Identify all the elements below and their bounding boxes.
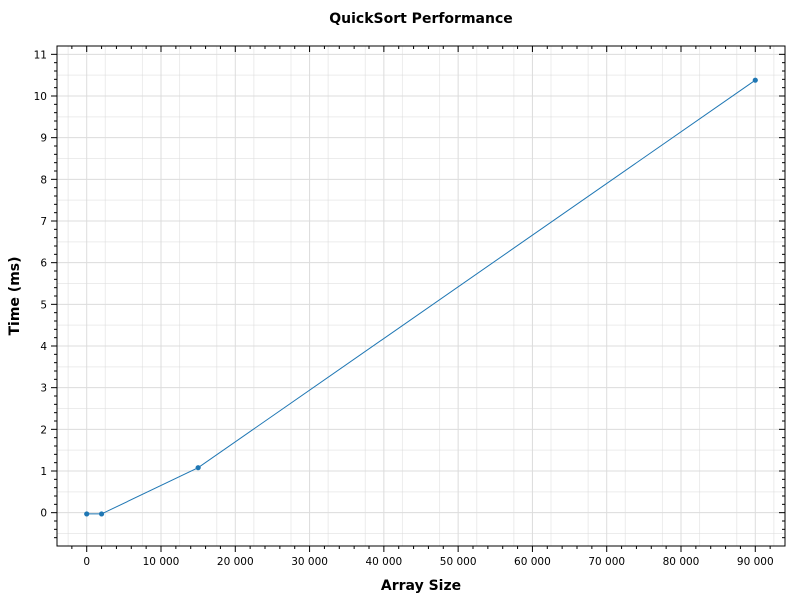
data-point [752,77,758,83]
y-tick-label: 9 [40,133,47,145]
x-tick-label: 60 000 [514,556,551,568]
y-tick-label: 3 [40,383,47,395]
x-tick-label: 80 000 [663,556,700,568]
x-tick-label: 90 000 [737,556,774,568]
x-tick-label: 30 000 [291,556,328,568]
y-tick-label: 4 [40,341,47,353]
y-tick-label: 7 [40,216,47,228]
x-tick-label: 50 000 [440,556,477,568]
data-point [84,511,90,517]
y-tick-label: 6 [40,258,47,270]
x-tick-label: 10 000 [143,556,180,568]
x-tick-label: 20 000 [217,556,254,568]
y-tick-label: 0 [40,508,47,520]
series [84,77,758,517]
y-tick-label: 8 [40,174,47,186]
axis-ticks: 0 10 000 20 000 30 000 40 000 50 000 60 000 70 … [34,46,785,568]
data-point [98,511,105,517]
y-tick-label: 10 [34,91,47,103]
data-point [195,465,201,471]
y-tick-label: 11 [34,49,47,61]
y-tick-label: 5 [40,299,47,311]
x-tick-label: 70 000 [588,556,625,568]
y-tick-label: 2 [40,424,47,436]
x-tick-label: 0 [83,556,90,568]
series-line [86,79,756,515]
x-axis-label: Array Size [381,578,461,594]
x-tick-label: 40 000 [365,556,402,568]
grid [57,46,785,546]
y-tick-label: 1 [40,466,47,478]
y-axis-label: Time (ms) [7,256,23,335]
chart-title: QuickSort Performance [329,11,513,27]
